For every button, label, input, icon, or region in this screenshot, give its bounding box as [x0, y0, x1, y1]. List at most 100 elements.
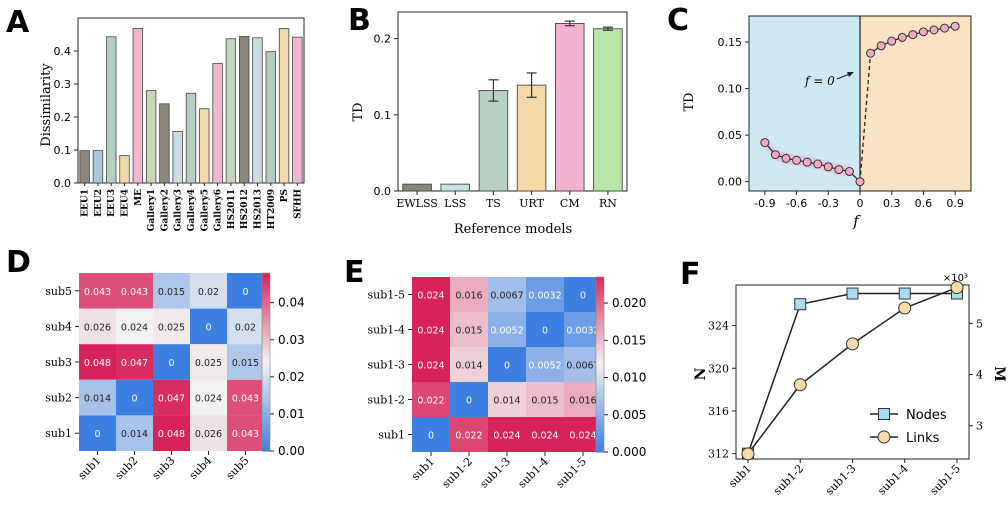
panel-d-cell-label-1-4: 0.02	[235, 322, 256, 333]
panel-f-nodes-line	[747, 292, 957, 454]
panel-c-xtick-label-5: 0.6	[915, 197, 933, 210]
panel-e-colorbar-step-26	[596, 373, 604, 377]
panel-c-point-15	[918, 27, 928, 37]
panel-e-cell-2-1	[450, 347, 488, 382]
panel-e-cell-label-0-3: 0.0032	[528, 291, 561, 302]
panel-e-colorbar-step-20	[596, 390, 604, 395]
panel-e-colorbar-step-46	[596, 314, 604, 319]
panel-a-ytick-label-4: 0.4	[54, 45, 72, 58]
panel-d-row-label-3: sub2	[45, 392, 72, 405]
panel-c-point-8	[844, 166, 854, 176]
panel-b-bar-rn	[593, 28, 623, 192]
panel-e-colorbar-step-58	[596, 279, 604, 284]
panel-e-colorbar-step-49	[596, 306, 604, 310]
panel-e-colorbar-step-34	[596, 349, 604, 354]
panel-e-colorbar-step-56	[596, 285, 604, 290]
panel-f-xtick-label-3: sub1-4	[875, 462, 911, 498]
panel-a-bar-eeu4	[119, 155, 130, 184]
panel-e-cell-3-0	[412, 382, 450, 417]
panel-e-colorbar-step-12	[596, 414, 604, 418]
panel-e-colorbar-step-31	[596, 358, 604, 363]
panel-d-colorbar-step-46	[262, 311, 270, 316]
panel-a-xtick-label-8: Gallery4	[187, 189, 197, 231]
panel-d-cell-4-4	[227, 415, 264, 451]
panel-e-colorbar-step-33	[596, 352, 604, 357]
panel-d-row-label-2: sub3	[45, 356, 72, 369]
panel-d-colorbar-step-40	[262, 329, 270, 333]
panel-e-row-label-4: sub1	[378, 429, 405, 442]
panel-e-cell-1-1	[450, 312, 488, 347]
panel-e-cell-label-2-3: 0.0052	[528, 361, 561, 372]
panel-c-xtick-label-4: 0.3	[883, 197, 901, 210]
panel-d-colorbar-step-43	[262, 320, 270, 325]
panel-b-ylabel: TD	[351, 102, 366, 121]
panel-f-legend-links-marker	[877, 430, 891, 444]
panel-e-colorbar-step-44	[596, 320, 604, 325]
panel-d-cell-2-1	[116, 344, 153, 380]
panel-f-links-marker-2	[846, 337, 859, 351]
panel-d-colorbar-step-6	[262, 430, 270, 434]
panel-f-ytick-left-label-0: 312	[708, 448, 729, 461]
panel-b-ytick-label-0: 0.0	[374, 185, 392, 198]
panel-d-colorbar-step-34	[262, 347, 270, 351]
panel-d-cell-4-1	[116, 415, 153, 451]
panel-f-ytick-right-label-2: 5	[976, 317, 983, 330]
panel-a-bar-ht2009	[265, 51, 276, 184]
panel-d-row-label-4: sub1	[45, 427, 72, 440]
panel-c-ylabel: TD	[682, 92, 697, 111]
panel-c-xtick-label-6: 0.9	[946, 197, 964, 210]
panel-e-cell-label-1-4: 0.0032	[566, 326, 599, 337]
panel-d-colorbar-step-22	[262, 382, 270, 387]
panel-d-colorbar-step-32	[262, 353, 270, 357]
panel-a-bar-ps	[278, 28, 290, 184]
panel-e-colorbar-step-18	[596, 396, 604, 401]
panel-d-cell-1-2	[153, 308, 190, 345]
panel-e-colorbar-label-3: 0.015	[612, 333, 646, 347]
panel-c-region-positive	[860, 16, 971, 191]
panel-d-cell-1-1	[116, 308, 153, 345]
panel-a-ylabel: Dissimilarity	[39, 63, 54, 147]
panel-f-legend-nodes-marker	[878, 408, 890, 420]
panel-e-cell-label-1-3: 0	[542, 326, 548, 337]
panel-e-colorbar-step-21	[596, 387, 604, 392]
panel-e-col-label-1: sub1-2	[439, 455, 475, 491]
panel-c-point-12	[887, 36, 897, 46]
panel-e-colorbar-step-47	[596, 312, 604, 316]
panel-d-cell-label-2-3: 0.025	[195, 358, 222, 369]
panel-f-ytick-left-label-1: 316	[708, 405, 729, 418]
panel-e-colorbar-step-40	[596, 332, 604, 336]
panel-d-row-label-0: sub5	[45, 285, 72, 298]
panel-a-xtick-label-6: Gallery2	[160, 189, 170, 231]
panel-d-cell-label-4-4: 0.043	[232, 429, 259, 440]
panel-d-cell-1-0	[79, 308, 116, 345]
panel-e-heatmap: 0.024 0.016 0.0067 0.0032 0 sub1-5 0.024 0.015 0…	[368, 276, 646, 491]
panel-d-cell-label-0-2: 0.015	[158, 287, 185, 298]
panel-d-colorbar-step-28	[262, 364, 270, 369]
panel-a-bar-eeu3	[106, 36, 117, 184]
panel-e-cell-0-1	[450, 277, 488, 312]
panel-e-colorbar-step-4	[596, 437, 604, 441]
panel-a-bar-hs2013	[252, 37, 263, 184]
panel-letter-c: C	[667, 3, 689, 38]
panel-d-cell-label-1-0: 0.026	[84, 322, 111, 333]
panel-e-colorbar-step-6	[596, 431, 604, 436]
panel-e-colorbar-step-32	[596, 355, 604, 360]
panel-e-cell-label-4-0: 0	[428, 431, 434, 442]
panel-f-ylabel-right: M	[991, 366, 1007, 382]
panel-e-colorbar-step-8	[596, 425, 604, 430]
panel-d-cell-1-3	[190, 308, 227, 345]
panel-e-cell-label-2-2: 0	[504, 361, 510, 372]
panel-f-legend-nodes-label: Nodes	[906, 408, 947, 423]
panel-c-point-3	[792, 155, 802, 165]
panel-d-cell-3-1	[116, 379, 153, 416]
panel-a-xtick-label-9: Gallery5	[200, 189, 210, 231]
panel-letter-e: E	[344, 255, 365, 290]
panel-d-cell-label-0-0: 0.043	[84, 287, 111, 298]
panel-b-ytick-label-1: 0.1	[374, 109, 392, 122]
panel-c-xlabel: f	[852, 212, 861, 230]
panel-d-colorbar-step-52	[262, 293, 270, 298]
panel-e-col-label-0: sub1	[409, 455, 437, 483]
panel-d-cell-label-2-4: 0.015	[232, 358, 259, 369]
panel-b-xtick-label-4: CM	[560, 197, 580, 210]
